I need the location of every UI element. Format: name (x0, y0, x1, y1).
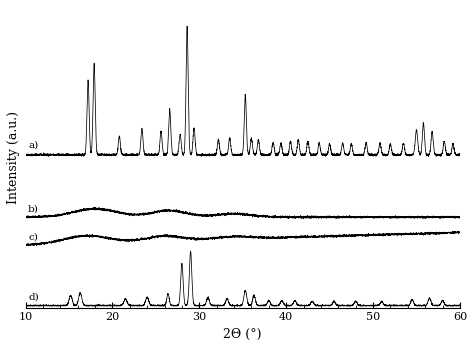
Text: b): b) (28, 205, 39, 214)
Text: d): d) (28, 293, 39, 302)
Text: c): c) (28, 233, 38, 242)
Y-axis label: Intensity (a.u.): Intensity (a.u.) (7, 111, 20, 204)
X-axis label: 2Θ (°): 2Θ (°) (223, 328, 262, 341)
Text: a): a) (28, 141, 38, 150)
